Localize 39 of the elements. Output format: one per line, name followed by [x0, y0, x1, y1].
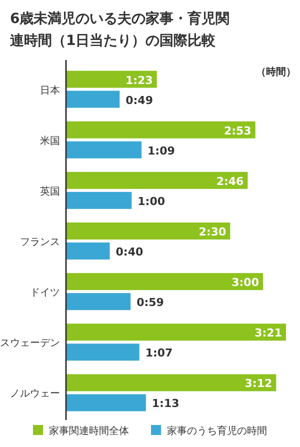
- data-label: 3:12: [244, 377, 272, 390]
- data-label: 0:40: [116, 246, 144, 258]
- y-tick-label: 英国: [40, 185, 60, 198]
- bar: [66, 344, 140, 361]
- legend-label: 家事関連時間全体: [49, 425, 129, 437]
- bar: [66, 141, 142, 158]
- data-label: 1:07: [145, 346, 173, 360]
- y-tick-label: スウェーデン: [0, 338, 60, 350]
- bar: [66, 222, 230, 240]
- bar: [66, 273, 264, 290]
- chart-title: 6歳未満児のいる夫の家事・育児関連時間（1日当たり）の国際比較: [10, 10, 231, 51]
- data-label: 2:30: [198, 226, 227, 238]
- annotation: （時間）: [256, 66, 296, 78]
- data-label: 3:21: [254, 326, 282, 340]
- bar: [66, 324, 286, 341]
- bar: [66, 242, 110, 260]
- y-tick-label: ドイツ: [30, 288, 60, 299]
- bar: [66, 90, 120, 108]
- data-label: 3:00: [232, 276, 260, 290]
- data-label: 2:46: [216, 174, 244, 188]
- bar: [66, 172, 248, 189]
- data-label: 0:59: [136, 296, 164, 310]
- bar: [66, 192, 132, 209]
- y-tick-label: フランス: [20, 237, 60, 248]
- y-tick-label: 日本: [40, 84, 60, 96]
- bar: [66, 293, 131, 310]
- data-label: 1:00: [138, 194, 166, 208]
- data-label: 1:23: [125, 74, 153, 87]
- data-label: 1:09: [148, 144, 175, 158]
- legend-label: 家事のうち育児の時間: [167, 425, 267, 437]
- bar: [66, 394, 146, 412]
- bar: [66, 374, 276, 392]
- data-label: 1:13: [152, 397, 180, 410]
- y-tick-label: 米国: [40, 134, 60, 147]
- bar: [66, 121, 256, 138]
- bar: [66, 70, 157, 88]
- data-label: 0:49: [126, 94, 154, 107]
- data-label: 2:53: [224, 124, 252, 138]
- y-tick-label: ノルウェー: [10, 388, 60, 400]
